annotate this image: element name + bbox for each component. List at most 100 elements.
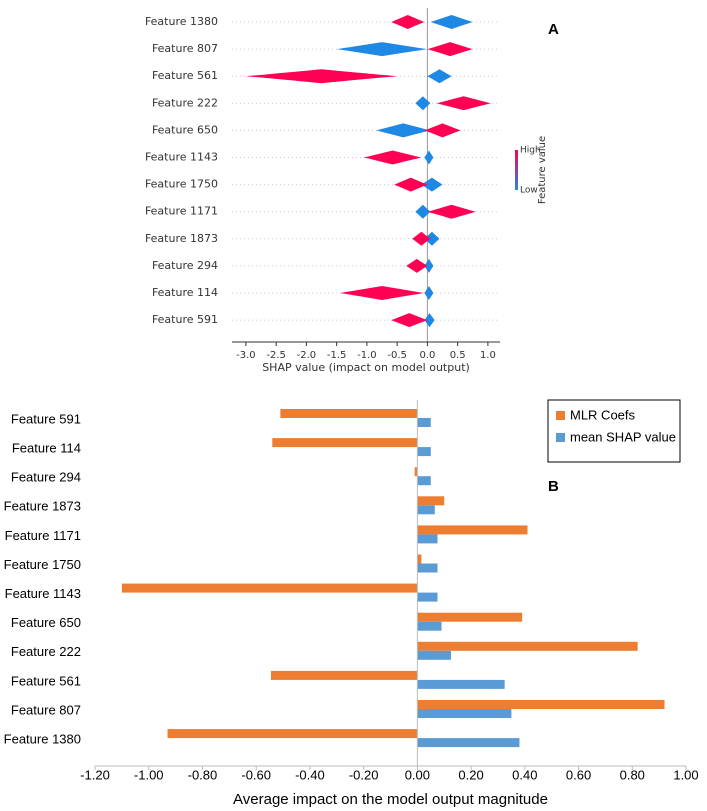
x-tick-label: -3.0 xyxy=(236,350,256,361)
x-axis-label: Average impact on the model output magni… xyxy=(233,791,548,808)
legend-box xyxy=(547,399,681,463)
swarm xyxy=(394,177,428,192)
bar xyxy=(121,583,418,593)
y-tick-label: Feature 807 xyxy=(11,702,81,717)
x-tick-label: -0.20 xyxy=(349,767,379,782)
swarm xyxy=(424,313,435,328)
bar xyxy=(417,700,665,709)
bar xyxy=(417,534,438,544)
x-tick-label: 1.0 xyxy=(480,350,496,361)
x-tick-label: -1.5 xyxy=(327,350,347,361)
x-tick-label: -1.00 xyxy=(134,767,164,782)
swarm xyxy=(424,286,434,300)
x-tick-label: 0.80 xyxy=(620,767,645,782)
bar xyxy=(417,621,442,631)
y-tick-label: Feature 591 xyxy=(11,411,81,426)
swarm xyxy=(427,69,452,84)
colorbar-high: High xyxy=(520,146,541,156)
swarm xyxy=(415,96,431,111)
bar xyxy=(417,447,431,457)
x-tick-label: 0.40 xyxy=(512,767,537,782)
swarm xyxy=(391,15,425,29)
x-tick-label: -2.0 xyxy=(297,350,317,361)
bar xyxy=(417,563,438,573)
y-tick-label: Feature 1380 xyxy=(145,15,218,28)
swarm xyxy=(245,69,398,84)
x-tick-label: 0.00 xyxy=(405,767,430,782)
swarm xyxy=(424,231,440,246)
swarm xyxy=(430,15,473,29)
y-tick-label: Feature 1143 xyxy=(5,586,81,601)
bar xyxy=(417,505,435,515)
bar xyxy=(417,554,422,564)
bar xyxy=(414,467,418,477)
y-tick-label: Feature 1750 xyxy=(145,178,218,191)
x-tick-label: -0.40 xyxy=(295,767,325,782)
swarm xyxy=(415,204,431,219)
swarm xyxy=(412,231,431,246)
bar xyxy=(417,476,431,486)
x-tick-label: -0.60 xyxy=(241,767,271,782)
y-tick-label: Feature 114 xyxy=(12,441,81,456)
x-tick-label: -2.5 xyxy=(266,350,286,361)
y-tick-label: Feature 1380 xyxy=(4,732,81,747)
x-tick-label: 0.60 xyxy=(566,767,591,782)
legend-label: MLR Coefs xyxy=(570,407,636,422)
y-tick-label: Feature 650 xyxy=(11,615,81,630)
x-tick-label: -1.0 xyxy=(357,350,377,361)
y-tick-label: Feature 1873 xyxy=(4,499,81,514)
swarm xyxy=(363,150,422,165)
x-tick-label: -1.20 xyxy=(80,767,110,782)
swarm xyxy=(421,177,443,192)
bar xyxy=(417,679,505,689)
x-tick-label: 0.0 xyxy=(419,350,435,361)
legend-label: mean SHAP value xyxy=(570,429,676,444)
bar xyxy=(417,496,445,506)
x-tick-label: 1.00 xyxy=(673,767,698,782)
bar xyxy=(272,438,418,448)
swarm xyxy=(436,96,491,111)
swarm xyxy=(336,42,428,57)
y-tick-label: Feature 294 xyxy=(152,259,218,272)
y-tick-label: Feature 1171 xyxy=(5,528,81,543)
swarm xyxy=(406,258,428,273)
bar xyxy=(417,738,520,748)
bar xyxy=(417,592,438,602)
panel-label: A xyxy=(548,21,559,38)
x-tick-label: -0.5 xyxy=(387,350,407,361)
y-tick-label: Feature 222 xyxy=(11,644,81,659)
y-tick-label: Feature 1171 xyxy=(145,205,218,218)
bar xyxy=(417,650,451,660)
legend-swatch xyxy=(556,433,565,442)
colorbar-low: Low xyxy=(520,186,538,196)
panel-label: B xyxy=(548,478,559,495)
swarm xyxy=(391,313,428,328)
bar xyxy=(280,409,418,418)
swarm xyxy=(424,150,434,165)
y-tick-label: Feature 591 xyxy=(152,313,218,326)
swarm xyxy=(339,286,425,300)
bar xyxy=(417,709,512,718)
bar xyxy=(167,729,418,739)
bar xyxy=(417,612,523,622)
y-tick-label: Feature 561 xyxy=(11,673,81,688)
y-tick-label: Feature 1750 xyxy=(4,557,81,572)
y-tick-label: Feature 807 xyxy=(152,42,218,55)
bar xyxy=(417,418,431,427)
swarm xyxy=(427,42,473,57)
bar xyxy=(270,670,418,680)
swarm xyxy=(375,123,431,138)
x-tick-label: 0.20 xyxy=(458,767,483,782)
swarm xyxy=(424,258,434,273)
y-tick-label: Feature 114 xyxy=(152,286,218,299)
x-tick-label: 0.5 xyxy=(450,350,466,361)
y-tick-label: Feature 294 xyxy=(11,470,81,485)
bar xyxy=(417,641,638,651)
y-tick-label: Feature 650 xyxy=(152,123,218,136)
swarm xyxy=(427,204,476,219)
colorbar-label: Feature value xyxy=(537,136,548,204)
y-tick-label: Feature 1873 xyxy=(145,232,218,245)
y-tick-label: Feature 561 xyxy=(152,69,218,82)
swarm xyxy=(424,123,461,138)
